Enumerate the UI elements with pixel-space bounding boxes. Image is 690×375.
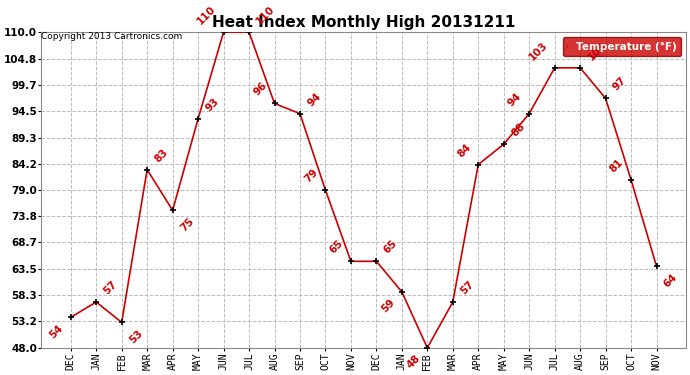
Text: 53: 53: [127, 328, 145, 345]
Text: 64: 64: [662, 272, 680, 290]
Legend: Temperature (°F): Temperature (°F): [563, 38, 680, 56]
Text: 48: 48: [404, 353, 422, 371]
Text: 88: 88: [509, 122, 526, 139]
Text: 57: 57: [458, 279, 476, 297]
Text: 81: 81: [608, 157, 626, 174]
Text: 93: 93: [204, 96, 221, 113]
Text: 103: 103: [526, 40, 549, 62]
Title: Heat Index Monthly High 20131211: Heat Index Monthly High 20131211: [212, 15, 515, 30]
Text: 59: 59: [379, 297, 396, 315]
Text: 57: 57: [101, 279, 119, 297]
Text: Copyright 2013 Cartronics.com: Copyright 2013 Cartronics.com: [41, 32, 183, 41]
Text: 54: 54: [48, 323, 65, 340]
Text: 97: 97: [611, 75, 629, 93]
Text: 75: 75: [178, 216, 195, 233]
Text: 110: 110: [195, 4, 218, 27]
Text: 79: 79: [302, 167, 320, 184]
Text: 65: 65: [382, 238, 400, 256]
Text: 94: 94: [506, 91, 524, 108]
Text: 94: 94: [306, 91, 323, 108]
Text: 83: 83: [152, 147, 170, 164]
Text: 84: 84: [455, 142, 473, 159]
Text: 110: 110: [255, 4, 277, 27]
Text: 96: 96: [252, 81, 269, 98]
Text: 103: 103: [586, 40, 608, 62]
Text: 65: 65: [328, 238, 346, 256]
